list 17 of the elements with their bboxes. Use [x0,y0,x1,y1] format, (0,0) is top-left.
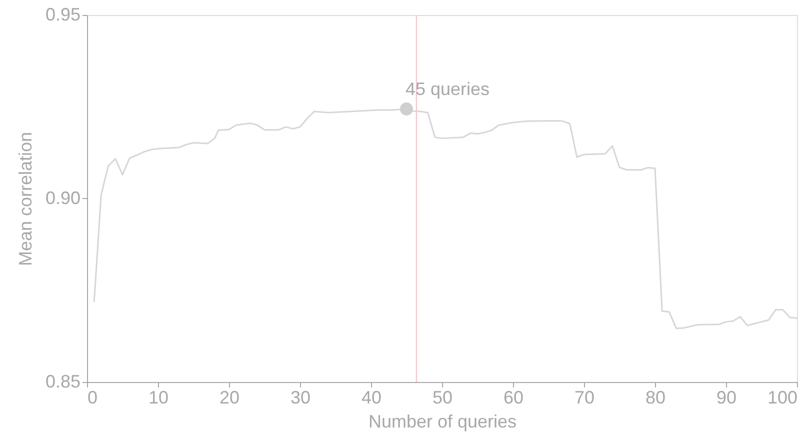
y-tick-label: 0.85 [45,372,80,392]
x-axis-title: Number of queries [368,412,517,432]
x-tick-label: 20 [219,388,240,408]
x-tick-label: 50 [432,388,453,408]
annotation: 45 queries [406,78,490,99]
x-tick-label: 100 [767,388,798,408]
y-tick-label: 0.95 [45,4,80,24]
x-tick-label: 10 [148,388,169,408]
x-tick-label: 30 [290,388,311,408]
x-tick-label: 70 [574,388,595,408]
x-tick-label: 90 [716,388,737,408]
x-tick-label: 40 [361,388,382,408]
x-tick-label: 60 [503,388,524,408]
y-axis-title: Mean correlation [15,132,36,266]
y-tick-label: 0.90 [45,188,80,208]
x-tick-label: 80 [645,388,666,408]
x-tick-label: 0 [88,388,98,408]
